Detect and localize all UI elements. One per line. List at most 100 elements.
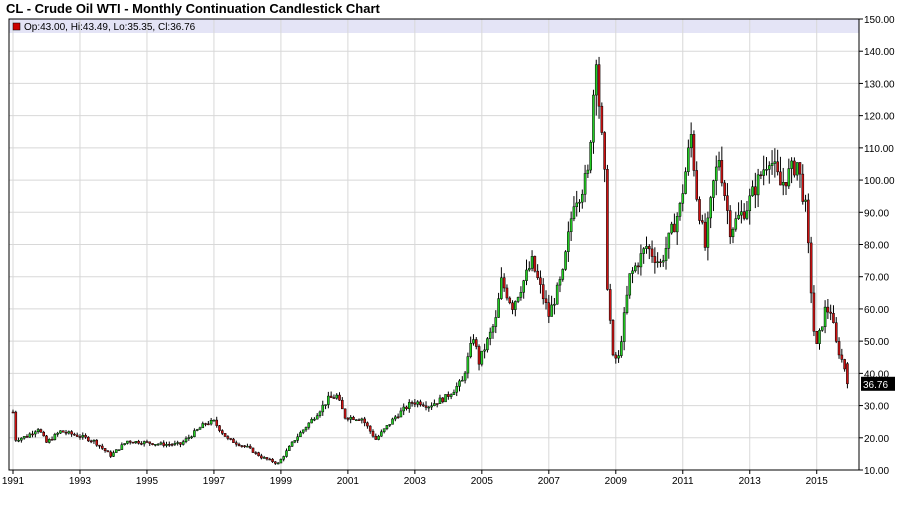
candle-up	[120, 444, 124, 450]
candle-up	[304, 427, 308, 431]
candle-up	[567, 231, 570, 253]
candle-down	[728, 210, 732, 238]
candle-down	[508, 297, 512, 304]
candle-down	[226, 436, 230, 439]
candle-down	[61, 430, 65, 433]
candle-up	[117, 449, 121, 451]
candle-up	[622, 312, 626, 342]
chart-title: CL - Crude Oil WTI - Monthly Continuatio…	[6, 1, 380, 16]
candle-down	[271, 458, 274, 463]
candle-down	[223, 433, 227, 437]
candle-up	[154, 444, 157, 446]
candle-down	[826, 306, 830, 313]
candle-down	[846, 363, 849, 385]
candle-down	[533, 256, 537, 272]
candle-up	[209, 420, 213, 425]
candle-up	[335, 394, 339, 399]
candle-down	[698, 199, 701, 221]
candle-down	[647, 246, 651, 250]
candle-down	[95, 439, 99, 446]
candle-down	[170, 444, 174, 446]
candle-up	[527, 268, 531, 271]
candle-down	[606, 169, 609, 290]
candle-up	[142, 441, 146, 445]
candle-down	[75, 434, 79, 437]
candle-up	[714, 166, 718, 181]
candle-up	[516, 297, 520, 302]
candle-up	[472, 339, 475, 344]
candle-down	[274, 461, 277, 464]
candle-up	[385, 425, 389, 429]
candle-up	[656, 261, 659, 264]
candle-up	[773, 161, 777, 164]
candle-up	[318, 411, 322, 416]
candle-down	[435, 403, 439, 405]
candle-up	[34, 431, 37, 435]
candle-down	[145, 441, 149, 443]
candle-down	[45, 435, 48, 443]
candle-down	[179, 442, 182, 445]
candle-down	[659, 261, 662, 263]
candle-up	[134, 440, 138, 444]
candle-up	[20, 437, 23, 441]
candle-up	[661, 260, 665, 263]
candle-up	[360, 418, 364, 421]
candle-up	[276, 462, 280, 465]
candle-down	[87, 436, 90, 442]
candle-up	[126, 440, 129, 444]
candle-up	[575, 202, 579, 208]
candle-up	[781, 181, 785, 186]
candle-up	[165, 443, 168, 446]
candle-up	[402, 406, 405, 412]
candle-up	[491, 326, 495, 333]
candle-down	[50, 439, 54, 441]
candle-up	[740, 211, 743, 216]
candle-up	[497, 298, 500, 318]
x-tick-label: 2011	[672, 476, 694, 487]
candle-down	[742, 211, 746, 219]
candle-down	[829, 311, 832, 314]
x-tick-label: 2003	[404, 476, 427, 487]
x-tick-label: 1999	[270, 476, 293, 487]
candle-down	[78, 436, 82, 438]
grid-lines	[9, 18, 859, 471]
candle-down	[834, 322, 838, 342]
candle-down	[268, 458, 272, 461]
candle-down	[237, 443, 241, 446]
candle-down	[137, 440, 140, 444]
candle-up	[767, 165, 771, 170]
candle-up	[617, 355, 620, 359]
candle-down	[539, 277, 542, 285]
candle-down	[234, 442, 238, 445]
candle-up	[22, 436, 26, 439]
candle-up	[480, 350, 484, 365]
candle-up	[354, 419, 358, 421]
last-price-box	[861, 376, 895, 391]
candle-down	[243, 445, 246, 447]
candle-up	[17, 439, 20, 442]
candle-up	[193, 430, 196, 437]
candle-up	[589, 141, 592, 171]
candle-down	[608, 289, 612, 321]
candle-up	[181, 441, 185, 445]
candle-down	[447, 394, 450, 397]
candle-up	[433, 403, 436, 407]
candle-down	[218, 425, 221, 431]
y-tick-label: 40.00	[864, 369, 889, 380]
candle-up	[667, 232, 671, 249]
y-tick-label: 30.00	[864, 402, 889, 413]
candle-down	[611, 320, 615, 356]
last-price-marker: 36.76	[861, 376, 895, 391]
candle-down	[477, 346, 481, 365]
candle-down	[396, 416, 400, 419]
candle-up	[438, 397, 442, 405]
candle-up	[569, 218, 573, 233]
candle-down	[840, 354, 844, 360]
candle-up	[762, 169, 765, 176]
y-tick-label: 20.00	[864, 434, 889, 445]
candle-down	[368, 425, 372, 432]
candle-up	[664, 248, 668, 261]
candle-up	[67, 431, 71, 434]
candle-down	[614, 354, 618, 359]
